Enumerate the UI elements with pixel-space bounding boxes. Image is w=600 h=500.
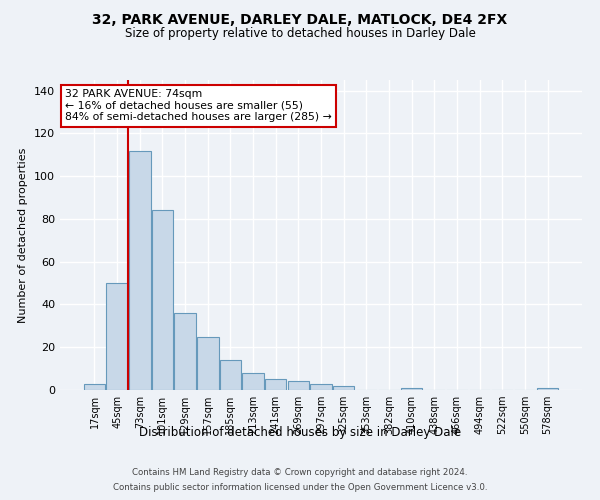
Bar [401, 388, 422, 390]
Bar [333, 386, 355, 390]
Bar [265, 380, 286, 390]
Text: Contains HM Land Registry data © Crown copyright and database right 2024.: Contains HM Land Registry data © Crown c… [132, 468, 468, 477]
Bar [84, 384, 105, 390]
Bar [106, 283, 128, 390]
Bar [175, 313, 196, 390]
Text: 32 PARK AVENUE: 74sqm
← 16% of detached houses are smaller (55)
84% of semi-deta: 32 PARK AVENUE: 74sqm ← 16% of detached … [65, 90, 332, 122]
Bar [310, 384, 332, 390]
Text: Size of property relative to detached houses in Darley Dale: Size of property relative to detached ho… [125, 28, 475, 40]
Text: 32, PARK AVENUE, DARLEY DALE, MATLOCK, DE4 2FX: 32, PARK AVENUE, DARLEY DALE, MATLOCK, D… [92, 12, 508, 26]
Text: Contains public sector information licensed under the Open Government Licence v3: Contains public sector information licen… [113, 483, 487, 492]
Bar [287, 382, 309, 390]
Bar [242, 373, 264, 390]
Text: Distribution of detached houses by size in Darley Dale: Distribution of detached houses by size … [139, 426, 461, 439]
Bar [129, 150, 151, 390]
Bar [152, 210, 173, 390]
Bar [537, 388, 558, 390]
Bar [220, 360, 241, 390]
Bar [197, 336, 218, 390]
Y-axis label: Number of detached properties: Number of detached properties [19, 148, 28, 322]
